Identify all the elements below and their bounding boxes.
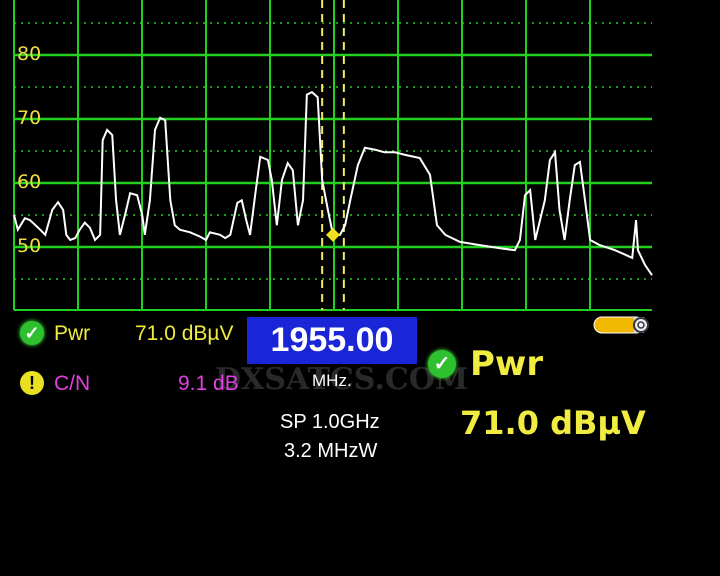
watermark: DXSATCS.COM: [215, 362, 469, 397]
big-pwr-value: 71.0 dBµV: [460, 404, 646, 442]
check-circle-icon: ✓: [20, 321, 44, 345]
y-tick-label: 90: [17, 0, 41, 1]
center-frequency-field[interactable]: 1955.00: [247, 317, 417, 364]
cn-label: C/N: [54, 372, 91, 395]
y-tick-label: 80: [17, 43, 42, 65]
big-pwr-label: Pwr: [470, 344, 544, 384]
pwr-label: Pwr: [54, 322, 91, 345]
battery-icon: [593, 316, 649, 334]
check-circle-icon: ✓: [428, 350, 456, 378]
warning-circle-icon: !: [20, 371, 44, 395]
marker-diamond: [326, 227, 340, 242]
pwr-value: 71.0 dBµV: [135, 322, 234, 345]
y-tick-label: 60: [17, 171, 42, 193]
spectrum-plot: [13, 0, 653, 311]
frequency-unit: MHz.: [312, 371, 352, 390]
y-tick-label: 70: [17, 107, 42, 129]
span-label: SP 1.0GHz: [280, 411, 380, 433]
cn-value: 9.1 dB: [178, 372, 239, 395]
spectrum-trace: [13, 90, 653, 276]
y-tick-label: 50: [17, 235, 42, 257]
rbw-label: 3.2 MHzW: [284, 440, 378, 462]
